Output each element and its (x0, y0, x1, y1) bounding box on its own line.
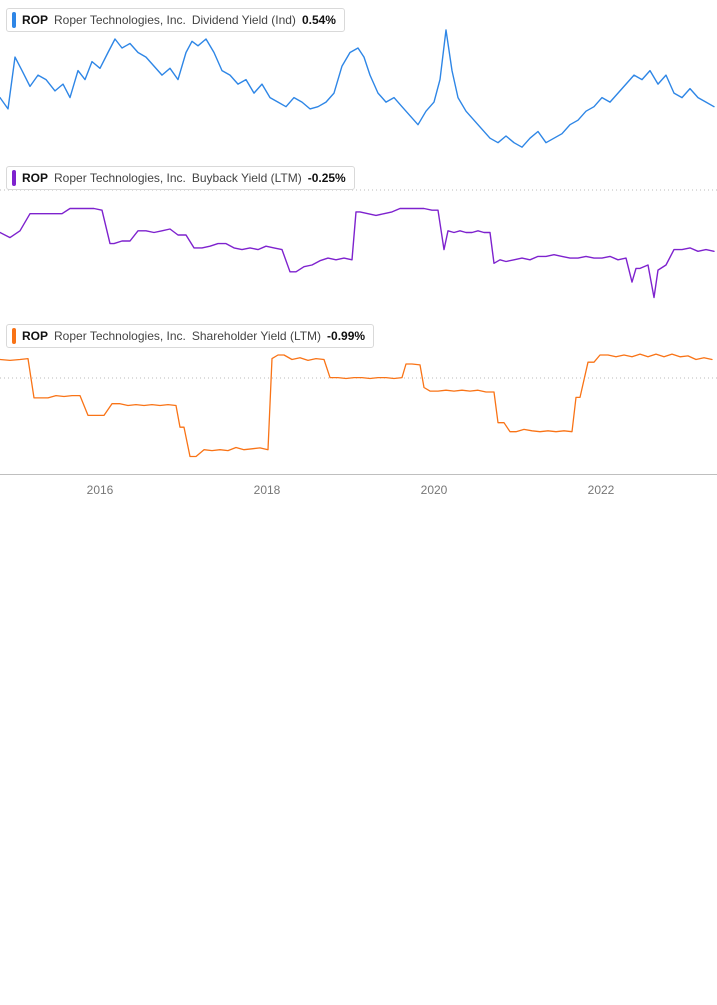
legend-value: 0.54% (302, 13, 336, 27)
legend-company-name: Roper Technologies, Inc. (54, 171, 186, 185)
legend-ticker: ROP (22, 171, 48, 185)
panel-dividend: ROP Roper Technologies, Inc. Dividend Yiel… (0, 0, 717, 158)
legend-color-bar (12, 328, 16, 344)
x-axis-tick: 2020 (421, 483, 448, 497)
legend-value: -0.99% (327, 329, 365, 343)
legend-color-bar (12, 12, 16, 28)
legend-color-bar (12, 170, 16, 186)
legend-metric: Shareholder Yield (LTM) (192, 329, 321, 343)
x-axis-tick: 2022 (588, 483, 615, 497)
legend-buyback[interactable]: ROP Roper Technologies, Inc. Buyback Yield… (6, 166, 355, 190)
legend-ticker: ROP (22, 13, 48, 27)
series-line-shareholder (0, 354, 712, 456)
legend-company-name: Roper Technologies, Inc. (54, 13, 186, 27)
legend-value: -0.25% (308, 171, 346, 185)
panel-buyback: ROP Roper Technologies, Inc. Buyback Yield… (0, 158, 717, 316)
legend-metric: Dividend Yield (Ind) (192, 13, 296, 27)
panel-shareholder: ROP Roper Technologies, Inc. Shareholder Y… (0, 316, 717, 474)
x-axis-tick: 2018 (254, 483, 281, 497)
legend-metric: Buyback Yield (LTM) (192, 171, 302, 185)
legend-ticker: ROP (22, 329, 48, 343)
series-line-dividend (0, 30, 714, 147)
legend-company-name: Roper Technologies, Inc. (54, 329, 186, 343)
legend-shareholder[interactable]: ROP Roper Technologies, Inc. Shareholder Y… (6, 324, 374, 348)
legend-dividend[interactable]: ROP Roper Technologies, Inc. Dividend Yiel… (6, 8, 345, 32)
series-line-buyback (0, 209, 714, 298)
x-axis-tick: 2016 (87, 483, 114, 497)
x-axis: 2016 2018 2020 2022 (0, 474, 717, 499)
chart-container: ROP Roper Technologies, Inc. Dividend Yiel… (0, 0, 717, 499)
